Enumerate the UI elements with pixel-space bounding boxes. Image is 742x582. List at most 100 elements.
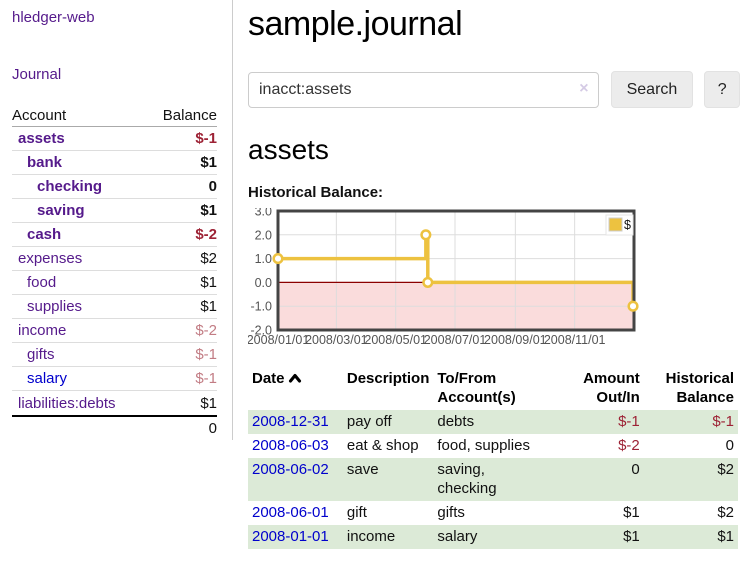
account-balance: $-2 [195, 322, 217, 339]
clear-search-icon[interactable]: × [579, 79, 589, 97]
account-link[interactable]: cash [27, 226, 62, 243]
svg-text:3.0: 3.0 [255, 208, 272, 219]
transaction-date-link[interactable]: 2008-06-03 [252, 437, 329, 454]
register-header-accounts: To/From Account(s) [437, 370, 516, 406]
search-button[interactable]: Search [610, 71, 694, 108]
account-link[interactable]: expenses [18, 250, 83, 267]
account-row: checking 0 [12, 175, 217, 199]
account-balance: $-1 [195, 130, 217, 147]
account-link[interactable]: saving [37, 202, 85, 219]
transaction-balance: $2 [717, 461, 734, 478]
account-link[interactable]: liabilities:debts [18, 394, 116, 412]
account-balance: $-1 [195, 370, 217, 387]
register-header-date[interactable]: Date [248, 367, 343, 410]
transaction-balance: 0 [725, 437, 734, 454]
account-link[interactable]: checking [37, 178, 103, 195]
transaction-description: income [346, 528, 396, 545]
svg-text:1.0: 1.0 [255, 252, 272, 266]
svg-text:-1.0: -1.0 [250, 300, 272, 314]
accounts-table: Account Balance assets $-1 bank $1 checking 0… [12, 105, 217, 439]
account-row: saving $1 [12, 199, 217, 223]
account-row: cash $-2 [12, 223, 217, 247]
account-link[interactable]: assets [18, 130, 65, 147]
chart-canvas: $3.0 2.0 1.0 0.0 -1.0 -2.02008/01/012008/03/0… [247, 205, 639, 347]
account-row: income $-2 [12, 319, 217, 343]
transaction-date-link[interactable]: 2008-06-02 [252, 461, 329, 478]
register-table: Date Description To/From Account(s) Amou… [248, 367, 738, 549]
register-header-amount: Amount Out/In [583, 370, 640, 406]
svg-text:2008/01/01: 2008/01/01 [248, 333, 309, 347]
accounts-table-body: assets $-1 bank $1 checking 0 saving $1 cash $-2 e… [12, 127, 217, 415]
account-balance: $1 [200, 298, 217, 315]
account-link[interactable]: bank [27, 154, 63, 171]
transaction-accounts: gifts [437, 504, 465, 521]
account-row: gifts $-1 [12, 343, 217, 367]
transaction-description: eat & shop [346, 437, 419, 454]
account-link[interactable]: supplies [27, 298, 83, 315]
transaction-amount: 0 [631, 461, 640, 478]
svg-text:-2.0: -2.0 [250, 324, 272, 338]
register-table-body: 2008-12-31 pay off debts $-1 $-1 2008-06-03 ea… [248, 410, 738, 549]
transaction-accounts: debts [437, 413, 475, 430]
search-box: × [248, 71, 599, 108]
transaction-amount: $1 [623, 528, 640, 545]
account-row: bank $1 [12, 151, 217, 175]
svg-text:2008/11/01: 2008/11/01 [544, 333, 606, 347]
account-balance: $1 [200, 274, 217, 291]
account-balance: $1 [200, 154, 217, 171]
app-title-link[interactable]: hledger-web [12, 9, 95, 26]
register-row: 2008-06-01 gift gifts $1 $2 [248, 501, 738, 525]
register-row: 2008-06-02 save saving, checking 0 $2 [248, 458, 738, 501]
help-button[interactable]: ? [704, 71, 740, 108]
transaction-amount: $-1 [618, 413, 640, 430]
svg-text:0.0: 0.0 [255, 276, 272, 290]
transaction-balance: $1 [717, 528, 734, 545]
svg-text:2008/05/01: 2008/05/01 [364, 333, 427, 347]
account-link[interactable]: income [18, 322, 67, 339]
transaction-date-link[interactable]: 2008-12-31 [252, 413, 329, 430]
transaction-accounts: saving, checking [437, 461, 497, 497]
account-balance: $-1 [195, 346, 217, 363]
account-heading: assets [248, 134, 329, 165]
account-link[interactable]: food [27, 274, 57, 291]
svg-text:$: $ [624, 218, 631, 232]
svg-text:2008/03/01: 2008/03/01 [305, 333, 368, 347]
transaction-date-link[interactable]: 2008-06-01 [252, 504, 329, 521]
accounts-total-row: 0 [12, 415, 217, 439]
transaction-amount: $-2 [618, 437, 640, 454]
chart-heading: Historical Balance: [248, 184, 384, 201]
account-row: expenses $2 [12, 247, 217, 271]
main-content: sample.journal × Search ? assets Histori… [247, 0, 740, 549]
accounts-table-header: Account Balance [12, 105, 217, 127]
transaction-description: pay off [346, 413, 392, 430]
account-row: salary $-1 [12, 367, 217, 391]
account-link[interactable]: gifts [27, 346, 55, 363]
account-balance: 0 [208, 178, 217, 195]
register-header-date-label: Date [252, 370, 285, 387]
account-row: food $1 [12, 271, 217, 295]
account-balance: $-2 [195, 226, 217, 243]
sidebar-item-journal[interactable]: Journal [12, 66, 62, 83]
transaction-balance: $-1 [712, 413, 734, 430]
account-link[interactable]: salary [27, 370, 68, 387]
transaction-amount: $1 [623, 504, 640, 521]
register-row: 2008-12-31 pay off debts $-1 $-1 [248, 410, 738, 434]
search-form: × Search ? [248, 71, 740, 108]
account-balance: $2 [200, 250, 217, 267]
svg-text:2.0: 2.0 [255, 228, 272, 242]
transaction-balance: $2 [717, 504, 734, 521]
svg-text:2008/09/01: 2008/09/01 [484, 333, 547, 347]
register-row: 2008-06-03 eat & shop food, supplies $-2 0 [248, 434, 738, 458]
search-input[interactable] [248, 71, 599, 108]
sidebar: hledger-web Journal Account Balance asse… [0, 0, 233, 440]
transaction-date-link[interactable]: 2008-01-01 [252, 528, 329, 545]
account-balance: $1 [200, 202, 217, 219]
svg-text:2008/07/01: 2008/07/01 [424, 333, 487, 347]
account-balance: $1 [200, 394, 217, 412]
register-header-description: Description [346, 370, 430, 387]
transaction-accounts: salary [437, 528, 478, 545]
historical-balance-chart: $3.0 2.0 1.0 0.0 -1.0 -2.0 2008/01/01 2008/03/0… [247, 205, 640, 348]
accounts-header-account: Account [12, 107, 67, 124]
register-row: 2008-01-01 income salary $1 $1 [248, 525, 738, 549]
transaction-description: gift [346, 504, 367, 521]
